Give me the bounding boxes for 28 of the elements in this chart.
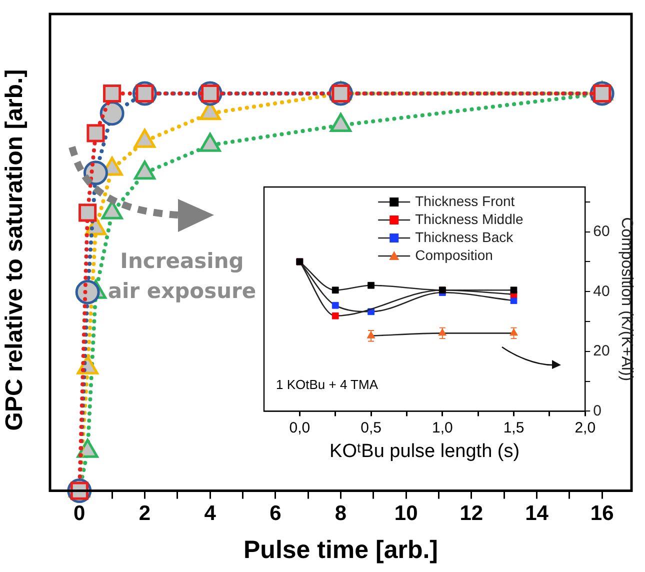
x-tick-label: 1,0 [432,419,453,436]
y-tick-label: 40 [593,282,610,300]
x-tick-label: 6 [270,502,282,526]
x-tick-label: 0 [74,502,86,526]
y-tick-label: 0 [593,402,602,420]
x-tick-label: 2 [138,502,151,526]
legend-label: Thickness Back [415,228,514,245]
x-tick-label: 2,0 [574,419,596,436]
x-tick-label: 1,5 [503,419,524,436]
x-tick-label: 4 [204,502,216,526]
y-axis-title: GPC relative to saturation [arb.] [1,68,29,433]
legend-label: Thickness Middle [415,210,524,227]
x-tick-label: 12 [460,502,484,526]
legend-label: Thickness Front [415,192,515,209]
x-tick-label: 14 [525,502,549,526]
x-tick-label: 10 [394,502,418,526]
x-tick-label: 0,0 [289,419,310,436]
annotation: 1 KOtBu + 4 TMA [276,377,378,392]
x-tick-label: 0,5 [360,419,382,436]
y-tick-label: 60 [593,222,610,240]
annotation: Increasing air exposure [108,249,256,303]
x-tick-label: 16 [590,502,614,526]
legend-label: Composition [415,246,493,263]
y-axis-title: Composition (K/(K+Al)) [618,217,635,382]
x-tick-label: 8 [334,502,347,526]
x-axis-title: KOᵗBu pulse length (s) [330,440,520,462]
x-axis-title: Pulse time [arb.] [244,536,438,564]
y-tick-label: 20 [593,342,610,360]
